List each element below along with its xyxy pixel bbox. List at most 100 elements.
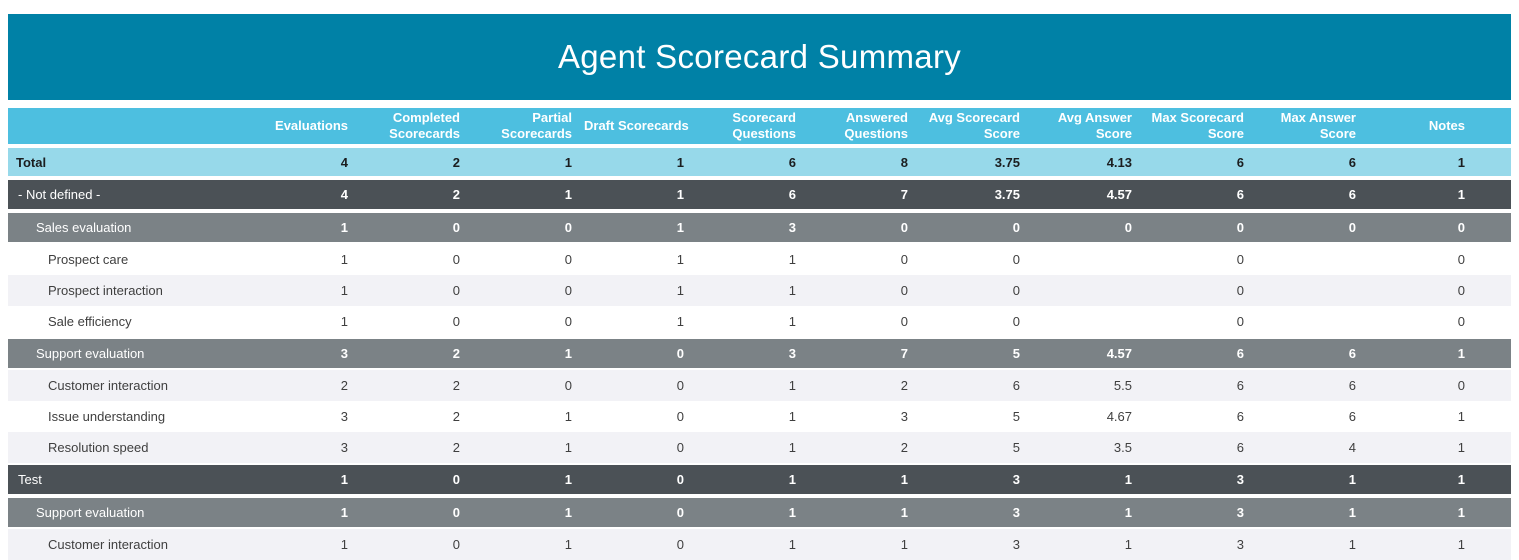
cell-max-answer-score (1256, 275, 1368, 306)
table-row-resolution-speed: Resolution speed 3 2 1 0 1 2 5 3.5 6 4 1 (8, 432, 1511, 463)
cell-max-scorecard-score: 0 (1144, 275, 1256, 306)
cell-notes: 0 (1368, 244, 1511, 275)
column-header-avg-scorecard-score: Avg Scorecard Score (920, 108, 1032, 146)
cell-avg-scorecard-score: 5 (920, 337, 1032, 370)
cell-completed-scorecards: 2 (360, 432, 472, 463)
cell-notes: 1 (1368, 337, 1511, 370)
cell-notes: 1 (1368, 529, 1511, 560)
cell-max-scorecard-score: 0 (1144, 306, 1256, 337)
cell-completed-scorecards: 2 (360, 401, 472, 432)
cell-partial-scorecards: 1 (472, 432, 584, 463)
cell-notes: 1 (1368, 432, 1511, 463)
cell-scorecard-questions: 1 (696, 496, 808, 529)
cell-max-scorecard-score: 0 (1144, 211, 1256, 244)
table-row-prospect-interaction: Prospect interaction 1 0 0 1 1 0 0 0 0 (8, 275, 1511, 306)
cell-draft-scorecards: 1 (584, 275, 696, 306)
row-label: Total (8, 146, 248, 178)
cell-max-answer-score: 6 (1256, 178, 1368, 211)
cell-answered-questions: 0 (808, 306, 920, 337)
row-label: Prospect interaction (8, 275, 248, 306)
row-label: Prospect care (8, 244, 248, 275)
row-label: Test (8, 463, 248, 496)
cell-completed-scorecards: 0 (360, 496, 472, 529)
cell-avg-answer-score: 4.67 (1032, 401, 1144, 432)
table-row-customer-interaction: Customer interaction 1 0 1 0 1 1 3 1 3 1 1 (8, 529, 1511, 560)
cell-avg-answer-score: 1 (1032, 496, 1144, 529)
cell-partial-scorecards: 1 (472, 337, 584, 370)
column-header-evaluations: Evaluations (248, 108, 360, 146)
column-header-max-scorecard-score: Max Scorecard Score (1144, 108, 1256, 146)
cell-answered-questions: 0 (808, 275, 920, 306)
cell-avg-answer-score: 1 (1032, 529, 1144, 560)
table-row-test: Test 1 0 1 0 1 1 3 1 3 1 1 (8, 463, 1511, 496)
cell-draft-scorecards: 0 (584, 401, 696, 432)
column-header-max-answer-score: Max Answer Score (1256, 108, 1368, 146)
cell-completed-scorecards: 2 (360, 178, 472, 211)
cell-notes: 1 (1368, 178, 1511, 211)
cell-answered-questions: 0 (808, 244, 920, 275)
cell-partial-scorecards: 0 (472, 244, 584, 275)
cell-notes: 0 (1368, 306, 1511, 337)
cell-evaluations: 1 (248, 306, 360, 337)
table-row-support-evaluation: Support evaluation 1 0 1 0 1 1 3 1 3 1 1 (8, 496, 1511, 529)
cell-scorecard-questions: 1 (696, 432, 808, 463)
cell-scorecard-questions: 1 (696, 244, 808, 275)
table-row-issue-understanding: Issue understanding 3 2 1 0 1 3 5 4.67 6 6 1 (8, 401, 1511, 432)
cell-max-scorecard-score: 6 (1144, 401, 1256, 432)
cell-scorecard-questions: 3 (696, 211, 808, 244)
table-row-customer-interaction: Customer interaction 2 2 0 0 1 2 6 5.5 6 6 0 (8, 370, 1511, 401)
cell-draft-scorecards: 0 (584, 496, 696, 529)
row-label: Sale efficiency (8, 306, 248, 337)
cell-partial-scorecards: 1 (472, 529, 584, 560)
cell-answered-questions: 1 (808, 529, 920, 560)
cell-scorecard-questions: 1 (696, 306, 808, 337)
cell-max-scorecard-score: 3 (1144, 496, 1256, 529)
cell-partial-scorecards: 0 (472, 370, 584, 401)
cell-partial-scorecards: 1 (472, 146, 584, 178)
cell-scorecard-questions: 1 (696, 529, 808, 560)
cell-max-scorecard-score: 3 (1144, 463, 1256, 496)
cell-avg-answer-score: 5.5 (1032, 370, 1144, 401)
cell-avg-answer-score: 4.13 (1032, 146, 1144, 178)
cell-avg-scorecard-score: 0 (920, 275, 1032, 306)
cell-max-answer-score: 6 (1256, 370, 1368, 401)
cell-evaluations: 4 (248, 178, 360, 211)
cell-max-answer-score: 0 (1256, 211, 1368, 244)
cell-completed-scorecards: 2 (360, 337, 472, 370)
cell-notes: 1 (1368, 496, 1511, 529)
cell-avg-scorecard-score: 0 (920, 306, 1032, 337)
cell-completed-scorecards: 0 (360, 211, 472, 244)
cell-completed-scorecards: 2 (360, 370, 472, 401)
row-label: Sales evaluation (8, 211, 248, 244)
cell-avg-scorecard-score: 0 (920, 244, 1032, 275)
cell-draft-scorecards: 0 (584, 463, 696, 496)
cell-draft-scorecards: 0 (584, 432, 696, 463)
cell-notes: 1 (1368, 463, 1511, 496)
cell-draft-scorecards: 1 (584, 178, 696, 211)
column-header-partial-scorecards: Partial Scorecards (472, 108, 584, 146)
cell-max-scorecard-score: 6 (1144, 337, 1256, 370)
column-header-draft-scorecards: Draft Scorecards (584, 108, 696, 146)
cell-partial-scorecards: 1 (472, 401, 584, 432)
column-header-answered-questions: Answered Questions (808, 108, 920, 146)
cell-answered-questions: 3 (808, 401, 920, 432)
cell-draft-scorecards: 0 (584, 337, 696, 370)
row-label: Customer interaction (8, 529, 248, 560)
cell-notes: 1 (1368, 146, 1511, 178)
cell-avg-scorecard-score: 3 (920, 496, 1032, 529)
cell-draft-scorecards: 1 (584, 146, 696, 178)
cell-evaluations: 1 (248, 244, 360, 275)
cell-evaluations: 1 (248, 529, 360, 560)
cell-partial-scorecards: 0 (472, 275, 584, 306)
cell-answered-questions: 7 (808, 178, 920, 211)
cell-scorecard-questions: 6 (696, 178, 808, 211)
cell-max-answer-score: 6 (1256, 337, 1368, 370)
cell-avg-answer-score: 4.57 (1032, 178, 1144, 211)
cell-completed-scorecards: 0 (360, 529, 472, 560)
cell-max-scorecard-score: 0 (1144, 244, 1256, 275)
cell-max-answer-score: 4 (1256, 432, 1368, 463)
cell-max-answer-score (1256, 306, 1368, 337)
cell-completed-scorecards: 2 (360, 146, 472, 178)
row-label: Support evaluation (8, 337, 248, 370)
table-row-sales-evaluation: Sales evaluation 1 0 0 1 3 0 0 0 0 0 0 (8, 211, 1511, 244)
